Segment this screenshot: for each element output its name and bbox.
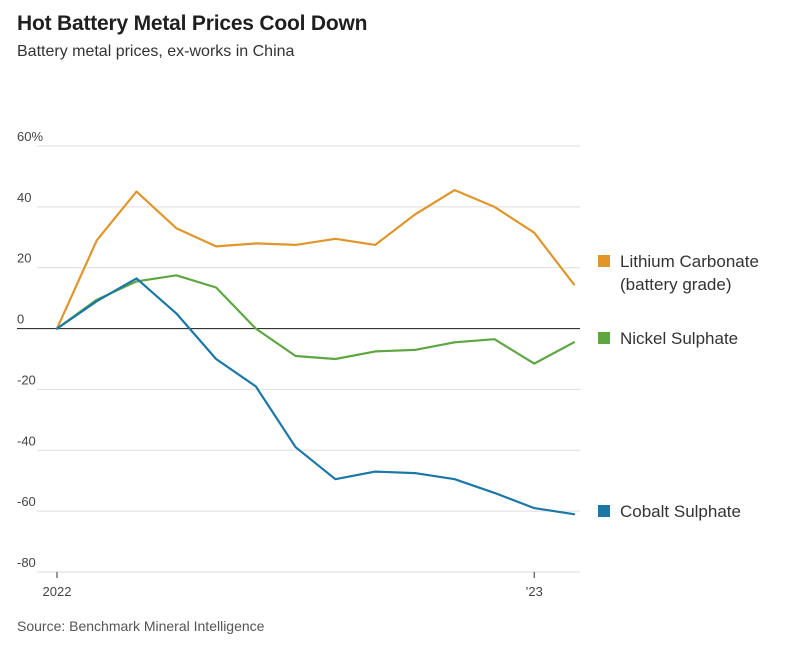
chart-title: Hot Battery Metal Prices Cool Down [17, 12, 368, 35]
x-tick-label: ’23 [526, 584, 543, 599]
y-tick-label: 20 [17, 251, 31, 266]
legend: Lithium Carbonate (battery grade) Nickel S… [598, 252, 759, 521]
y-tick-label: -60 [17, 494, 36, 509]
series-lines [55, 189, 576, 516]
y-tick-label: 60% [17, 129, 43, 144]
legend-swatch [598, 505, 610, 517]
y-tick-label: -20 [17, 372, 36, 387]
y-axis-tick-labels: 60% 40 20 0 -20 -40 -60 -80 [17, 129, 43, 570]
source-note: Source: Benchmark Mineral Intelligence [17, 618, 265, 634]
legend-label: Lithium Carbonate [620, 252, 759, 271]
legend-swatch [598, 332, 610, 344]
series-line-nickel-sulphate [55, 274, 576, 365]
gridlines [17, 145, 580, 573]
y-tick-label: -80 [17, 555, 36, 570]
y-tick-label: 0 [17, 312, 24, 327]
series-line-cobalt-sulphate [55, 277, 576, 516]
series-line-lithium-carbonate-battery-grade [55, 189, 576, 330]
chart-subtitle: Battery metal prices, ex-works in China [17, 43, 295, 60]
legend-label: Nickel Sulphate [620, 329, 738, 348]
legend-label: (battery grade) [620, 275, 732, 294]
y-tick-label: -40 [17, 433, 36, 448]
legend-label: Cobalt Sulphate [620, 502, 741, 521]
y-tick-label: 40 [17, 190, 31, 205]
x-tick-label: 2022 [43, 584, 72, 599]
legend-swatch [598, 255, 610, 267]
x-axis: 2022 ’23 [43, 572, 543, 599]
